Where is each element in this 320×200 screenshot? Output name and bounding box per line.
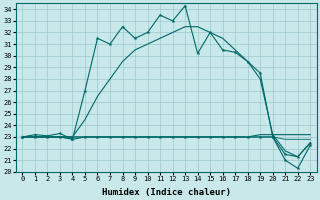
X-axis label: Humidex (Indice chaleur): Humidex (Indice chaleur) [102,188,231,197]
